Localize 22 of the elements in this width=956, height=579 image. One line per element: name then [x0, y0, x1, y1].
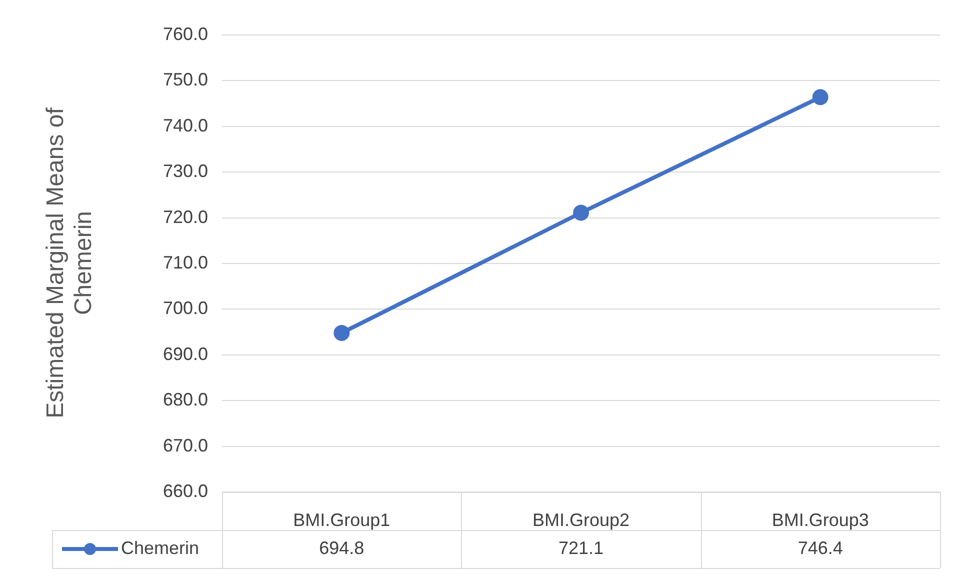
x-tick-label: BMI.Group1	[293, 510, 390, 530]
y-axis-title: Estimated Marginal Means of Chemerin	[42, 106, 98, 420]
y-tick-label: 700.0	[162, 298, 208, 318]
data-label: 721.1	[558, 538, 604, 558]
data-label: 694.8	[319, 538, 364, 558]
y-tick-label: 760.0	[162, 24, 208, 44]
point	[334, 324, 350, 341]
data-label: 746.4	[798, 538, 843, 558]
x-tick-label: BMI.Group2	[532, 510, 630, 530]
y-tick-label: 710.0	[162, 252, 208, 272]
point	[812, 89, 828, 106]
y-tick-label: 720.0	[162, 206, 208, 227]
y-tick-label: 750.0	[162, 70, 208, 90]
legend-label: Chemerin	[121, 538, 200, 558]
y-tick-label: 690.0	[162, 344, 208, 364]
y-tick-label: 660.0	[162, 480, 208, 501]
y-tick-label: 680.0	[162, 390, 208, 410]
point	[573, 204, 589, 221]
x-tick-label: BMI.Group3	[772, 510, 869, 530]
y-tick-label: 730.0	[162, 161, 208, 182]
y-tick-label: 670.0	[162, 435, 208, 456]
y-tick-label: 740.0	[162, 115, 208, 136]
